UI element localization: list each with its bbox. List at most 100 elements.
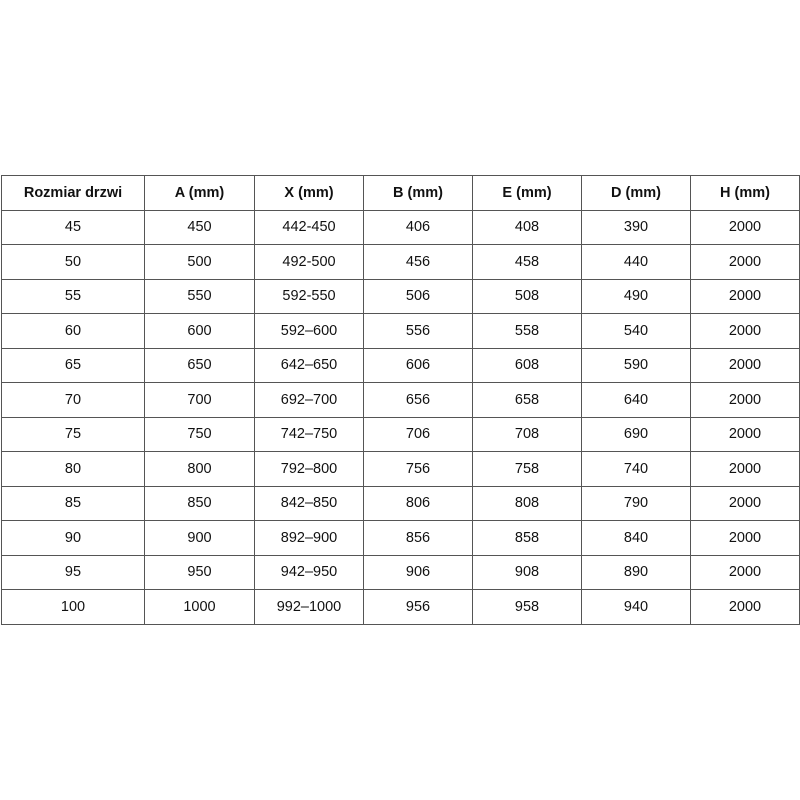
column-header: Rozmiar drzwi: [1, 175, 145, 211]
table-cell: 790: [581, 485, 691, 521]
column-header: D (mm): [581, 175, 691, 211]
table-cell: 840: [581, 520, 691, 556]
table-cell: 506: [363, 278, 473, 314]
table-cell: 692–700: [254, 382, 364, 418]
table-row: 95 950 942–950 906 908 890 2000: [1, 554, 800, 590]
table-cell: 458: [472, 244, 582, 280]
table-cell: 590: [581, 347, 691, 383]
table-cell: 556: [363, 313, 473, 349]
table-row: 65 650 642–650 606 608 590 2000: [1, 347, 800, 383]
table-cell: 100: [1, 589, 145, 625]
table-cell: 800: [144, 451, 255, 487]
table-cell: 2000: [690, 278, 800, 314]
table-cell: 2000: [690, 485, 800, 521]
column-header: B (mm): [363, 175, 473, 211]
table-cell: 406: [363, 209, 473, 245]
table-cell: 65: [1, 347, 145, 383]
table-cell: 750: [144, 416, 255, 452]
table-cell: 2000: [690, 589, 800, 625]
table-cell: 2000: [690, 451, 800, 487]
table-cell: 492-500: [254, 244, 364, 280]
table-cell: 2000: [690, 244, 800, 280]
table-cell: 80: [1, 451, 145, 487]
table-cell: 90: [1, 520, 145, 556]
table-cell: 958: [472, 589, 582, 625]
table-cell: 60: [1, 313, 145, 349]
table-row: 45 450 442-450 406 408 390 2000: [1, 209, 800, 245]
table-cell: 892–900: [254, 520, 364, 556]
table-cell: 758: [472, 451, 582, 487]
table-cell: 50: [1, 244, 145, 280]
table-row: 75 750 742–750 706 708 690 2000: [1, 416, 800, 452]
table-cell: 806: [363, 485, 473, 521]
table-row: 80 800 792–800 756 758 740 2000: [1, 451, 800, 487]
table-cell: 600: [144, 313, 255, 349]
column-header: X (mm): [254, 175, 364, 211]
table-cell: 450: [144, 209, 255, 245]
table-cell: 456: [363, 244, 473, 280]
table-cell: 700: [144, 382, 255, 418]
table-cell: 2000: [690, 209, 800, 245]
table-cell: 508: [472, 278, 582, 314]
table-cell: 2000: [690, 416, 800, 452]
table-cell: 95: [1, 554, 145, 590]
table-cell: 45: [1, 209, 145, 245]
table-cell: 390: [581, 209, 691, 245]
table-cell: 500: [144, 244, 255, 280]
table-cell: 650: [144, 347, 255, 383]
table-row: 90 900 892–900 856 858 840 2000: [1, 520, 800, 556]
header-row: Rozmiar drzwi A (mm) X (mm) B (mm) E (mm) D (…: [1, 175, 800, 211]
table-cell: 540: [581, 313, 691, 349]
table-row: 100 1000 992–1000 956 958 940 2000: [1, 589, 800, 625]
table-cell: 742–750: [254, 416, 364, 452]
table-row: 60 600 592–600 556 558 540 2000: [1, 313, 800, 349]
table-cell: 558: [472, 313, 582, 349]
table-cell: 640: [581, 382, 691, 418]
table-row: 50 500 492-500 456 458 440 2000: [1, 244, 800, 280]
table-cell: 908: [472, 554, 582, 590]
table-cell: 75: [1, 416, 145, 452]
table-row: 70 700 692–700 656 658 640 2000: [1, 382, 800, 418]
table-cell: 606: [363, 347, 473, 383]
table-row: 55 550 592-550 506 508 490 2000: [1, 278, 800, 314]
table-cell: 690: [581, 416, 691, 452]
table-cell: 592-550: [254, 278, 364, 314]
table-cell: 940: [581, 589, 691, 625]
table-cell: 792–800: [254, 451, 364, 487]
table-cell: 642–650: [254, 347, 364, 383]
table-cell: 2000: [690, 554, 800, 590]
dimensions-table: Rozmiar drzwi A (mm) X (mm) B (mm) E (mm) D (…: [1, 175, 800, 625]
table-cell: 2000: [690, 347, 800, 383]
table-cell: 706: [363, 416, 473, 452]
table-cell: 950: [144, 554, 255, 590]
table-cell: 842–850: [254, 485, 364, 521]
table-cell: 900: [144, 520, 255, 556]
table-cell: 756: [363, 451, 473, 487]
table-cell: 656: [363, 382, 473, 418]
table-cell: 2000: [690, 382, 800, 418]
table-cell: 2000: [690, 313, 800, 349]
column-header: E (mm): [472, 175, 582, 211]
table-cell: 858: [472, 520, 582, 556]
table-cell: 850: [144, 485, 255, 521]
table-cell: 1000: [144, 589, 255, 625]
table-cell: 956: [363, 589, 473, 625]
table-cell: 906: [363, 554, 473, 590]
table-cell: 658: [472, 382, 582, 418]
table-cell: 408: [472, 209, 582, 245]
table-row: 85 850 842–850 806 808 790 2000: [1, 485, 800, 521]
table-cell: 992–1000: [254, 589, 364, 625]
table-cell: 490: [581, 278, 691, 314]
table-cell: 2000: [690, 520, 800, 556]
column-header: A (mm): [144, 175, 255, 211]
table-cell: 70: [1, 382, 145, 418]
table-cell: 440: [581, 244, 691, 280]
table-cell: 942–950: [254, 554, 364, 590]
table-cell: 85: [1, 485, 145, 521]
table-cell: 592–600: [254, 313, 364, 349]
table-cell: 708: [472, 416, 582, 452]
table-cell: 808: [472, 485, 582, 521]
table-cell: 442-450: [254, 209, 364, 245]
table-cell: 890: [581, 554, 691, 590]
table-cell: 608: [472, 347, 582, 383]
